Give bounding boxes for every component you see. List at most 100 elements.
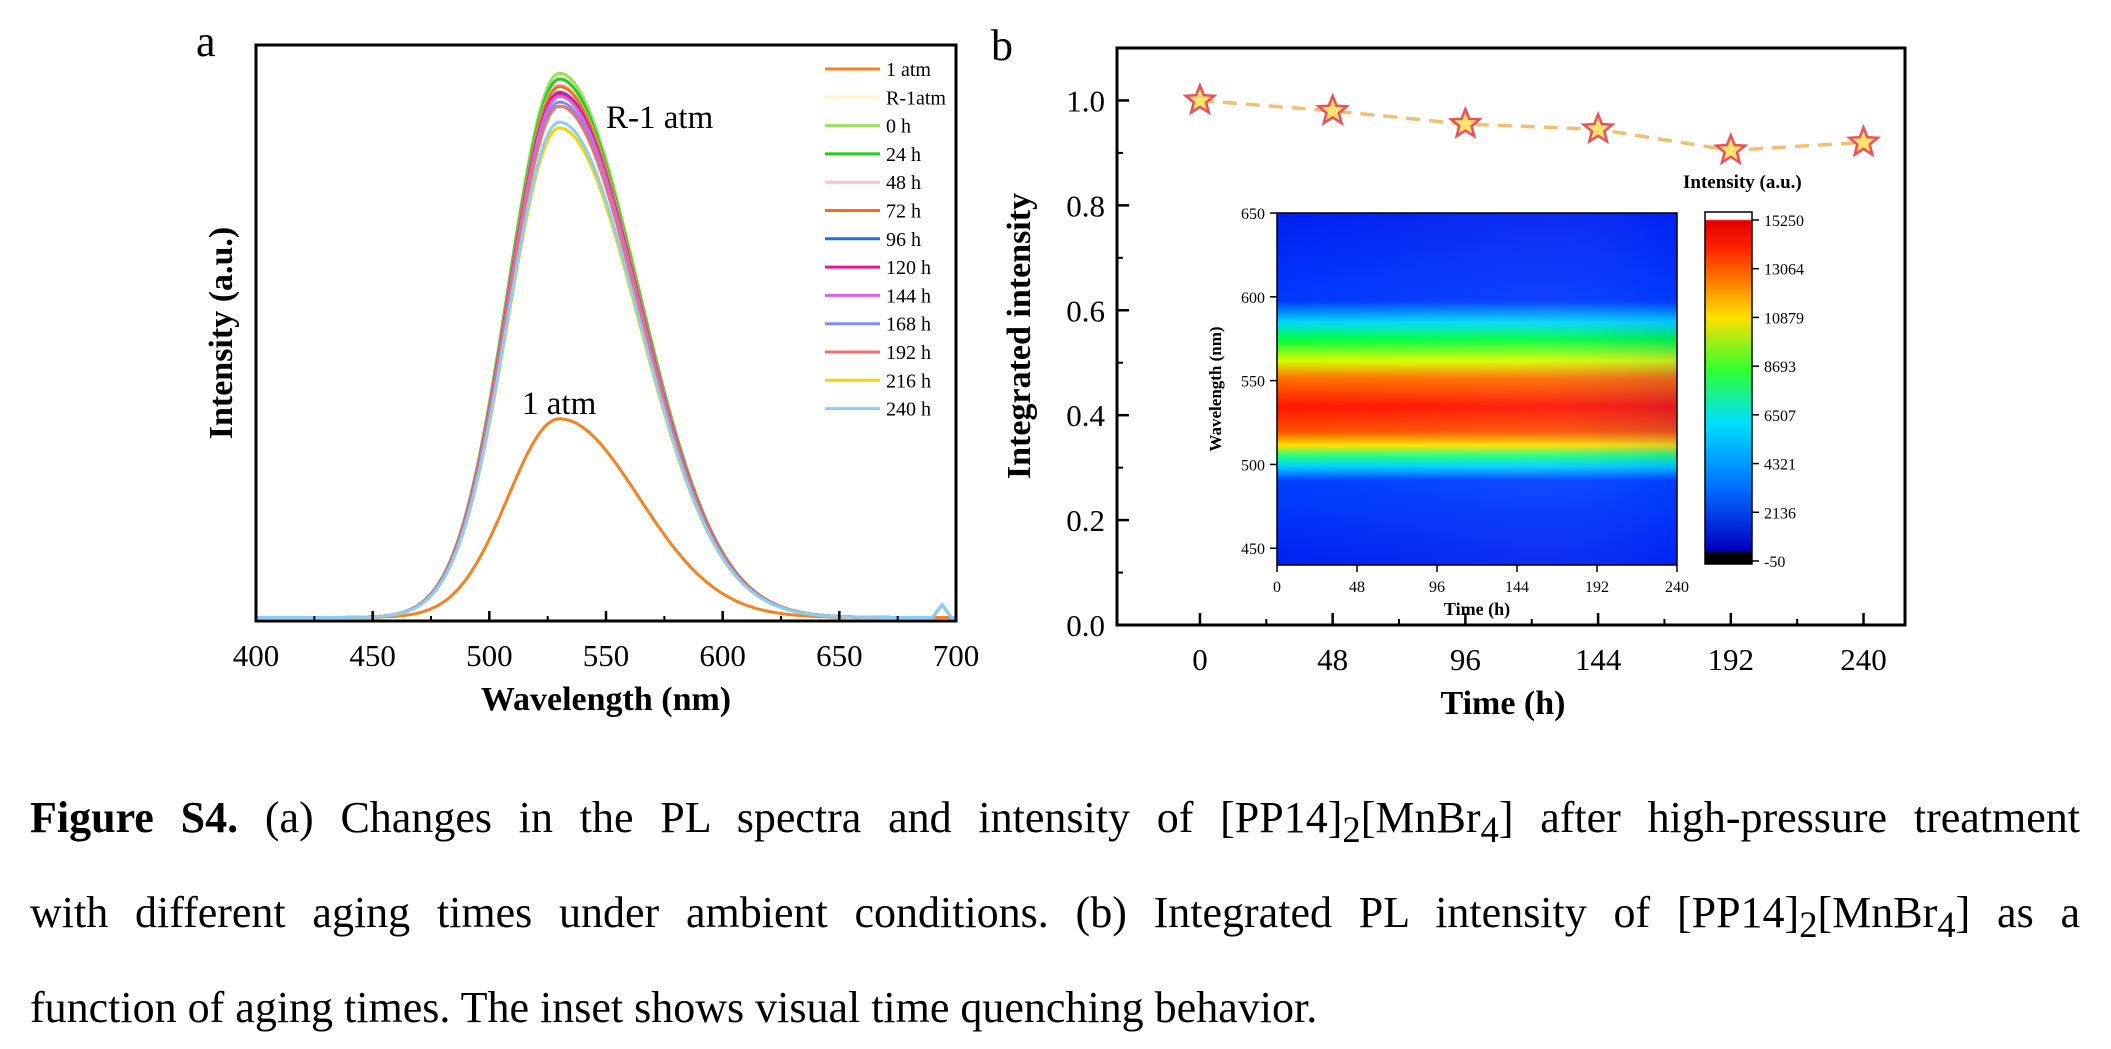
x-tick-label: 48 [1317, 642, 1348, 677]
legend-label: 216 h [886, 370, 931, 392]
colorbar-tick-label: 8693 [1764, 359, 1796, 376]
panel-b-xlabel: Time (h) [1441, 685, 1566, 722]
spectrum-curve-168-h [256, 100, 956, 619]
inset-ylabel: Wavelength (nm) [1206, 326, 1225, 451]
legend-label: 144 h [886, 285, 931, 307]
y-tick-label: 1.0 [1066, 83, 1105, 118]
caption-subscript: 4 [1480, 808, 1499, 850]
y-tick-label: 0.6 [1066, 293, 1105, 328]
inset-x-tick-label: 96 [1429, 579, 1445, 596]
series-line [1199, 98, 1864, 153]
x-tick-label: 600 [699, 638, 746, 673]
colorbar-tick-label: 2136 [1764, 505, 1796, 522]
inset-heatmap-frame [1276, 212, 1678, 566]
inset-x-ticks: 0 48 96 144 192 240 [1273, 565, 1689, 596]
y-tick-label: 0.0 [1066, 608, 1105, 643]
spectrum-curve-120-h [256, 91, 956, 619]
legend-label: 0 h [886, 116, 911, 138]
colorbar-tick-label: 6507 [1764, 408, 1796, 425]
star-marker [1580, 110, 1616, 145]
legend-label: 48 h [886, 172, 921, 194]
x-tick-label: 450 [349, 638, 396, 673]
panel-b-x-ticks: 0 48 96 144 192 240 [1192, 613, 1887, 677]
panel-a-label: a [196, 17, 216, 66]
legend-label: 192 h [886, 342, 931, 364]
y-tick-label: 0.4 [1066, 398, 1105, 433]
colorbar-tick-label: -50 [1764, 554, 1785, 571]
star-marker [1846, 123, 1882, 158]
panel-a-x-ticks: 400 450 500 550 600 650 700 [233, 611, 980, 673]
inset-xlabel: Time (h) [1444, 599, 1510, 620]
spectrum-curve-96-h [256, 90, 956, 619]
legend-label: 168 h [886, 314, 931, 336]
caption-subscript: 2 [1342, 808, 1361, 850]
y-tick-label: 0.8 [1066, 188, 1105, 223]
caption-text: ] after high-pressure treatment [1498, 793, 2080, 842]
inset-y-tick-label: 450 [1241, 541, 1265, 558]
inset-x-tick-label: 192 [1585, 579, 1609, 596]
spectrum-curve-24-h [256, 77, 956, 619]
caption-label: Figure S4. [30, 793, 239, 842]
caption-line-3: function of aging times. The inset shows… [30, 966, 2080, 1049]
figure: a 400 450 500 550 600 650 700 Wavelength (nm) … [196, 17, 1907, 722]
caption-subscript: 2 [1799, 903, 1818, 945]
x-tick-label: 700 [933, 638, 980, 673]
colorbar-ticks: 15250 13064 10879 8693 6507 4321 2136 -50 [1752, 213, 1804, 571]
inset-y-tick-label: 550 [1241, 374, 1265, 391]
panel-a-ylabel: Intensity (a.u.) [203, 227, 240, 440]
spectrum-curve-240-h [256, 120, 956, 619]
inset-y-tick-label: 600 [1241, 290, 1265, 307]
colorbar-tick-label: 10879 [1764, 310, 1804, 327]
panel-a: a 400 450 500 550 600 650 700 Wavelength (nm) … [196, 17, 979, 718]
legend-label: 1 atm [886, 59, 931, 81]
star-marker [1713, 131, 1749, 166]
colorbar [1704, 211, 1753, 565]
legend-label: 72 h [886, 201, 921, 223]
legend-label: 24 h [886, 144, 921, 166]
colorbar-tick-label: 15250 [1764, 213, 1804, 230]
x-tick-label: 0 [1192, 642, 1208, 677]
inset-y-tick-label: 650 [1241, 206, 1265, 223]
caption-line-2: with different aging times under ambient… [30, 871, 2080, 966]
panel-a-xlabel: Wavelength (nm) [481, 681, 731, 718]
x-tick-label: 550 [583, 638, 630, 673]
panel-b: b 0.0 0.2 0.4 0.6 0.8 1.0 0 48 96 144 192 240 Time… [991, 21, 1907, 722]
inset-x-tick-label: 240 [1665, 579, 1689, 596]
x-tick-label: 400 [233, 638, 280, 673]
figure-caption: Figure S4. (a) Changes in the PL spectra… [30, 776, 2080, 1049]
inset-heatmap-fade [1277, 213, 1677, 565]
legend-label: 120 h [886, 257, 931, 279]
annotation-1-atm: 1 atm [522, 386, 597, 422]
star-marker [1447, 105, 1483, 139]
inset-x-tick-label: 144 [1505, 579, 1529, 596]
legend-label: 240 h [886, 399, 931, 421]
caption-text: with different aging times under ambient… [30, 887, 1800, 937]
colorbar-tick-label: 13064 [1764, 262, 1804, 279]
x-tick-label: 192 [1708, 642, 1755, 677]
x-tick-label: 650 [816, 638, 863, 673]
inset-y-ticks: 450 500 550 600 650 [1241, 206, 1277, 558]
caption-text: (a) Changes in the PL spectra and intens… [238, 793, 1343, 842]
inset-x-tick-label: 0 [1273, 579, 1281, 596]
caption-line-1: Figure S4. (a) Changes in the PL spectra… [30, 776, 2080, 871]
colorbar-title: Intensity (a.u.) [1683, 172, 1802, 193]
panel-a-legend: 1 atm R-1atm 0 h 24 h 48 h 72 h 96 h 120 h 144 h… [825, 59, 946, 421]
inset-x-tick-label: 48 [1349, 579, 1365, 596]
colorbar-tick-label: 4321 [1764, 457, 1796, 474]
legend-label: R-1atm [886, 87, 946, 109]
caption-text: function of aging times. The inset shows… [30, 982, 1318, 1032]
legend-label: 96 h [886, 229, 921, 251]
panel-b-frame [1115, 46, 1907, 627]
panel-b-series [1182, 82, 1882, 166]
spectrum-curve-144-h [256, 94, 956, 619]
y-tick-label: 0.2 [1066, 503, 1105, 538]
star-marker [1315, 92, 1351, 126]
caption-text: [MnBr [1360, 793, 1481, 842]
caption-text: [MnBr [1817, 887, 1938, 937]
inset-y-tick-label: 500 [1241, 457, 1265, 474]
annotation-r-1-atm: R-1 atm [606, 100, 714, 136]
x-tick-label: 500 [466, 638, 513, 673]
spectrum-curve-1-atm [256, 417, 956, 619]
x-tick-label: 144 [1575, 642, 1622, 677]
